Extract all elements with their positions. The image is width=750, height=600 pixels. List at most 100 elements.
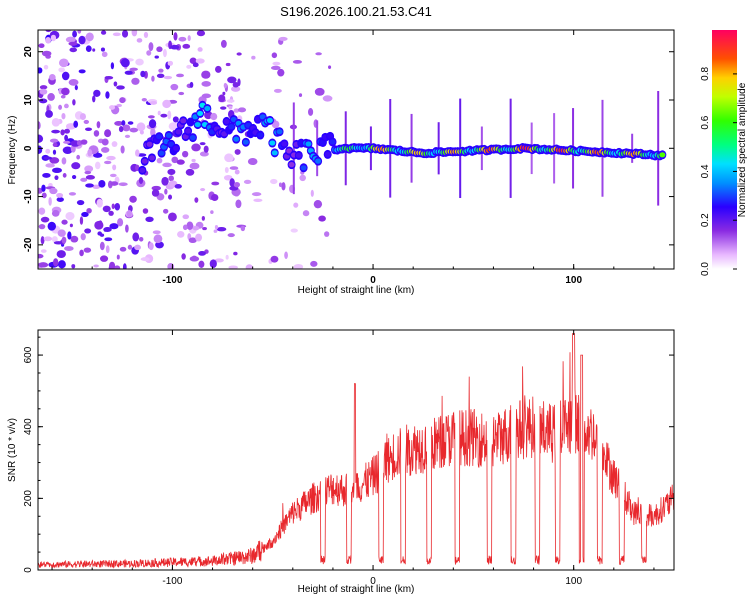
heat-blob <box>127 121 134 125</box>
ridge-core <box>189 135 196 141</box>
heat-blob <box>111 203 115 210</box>
heat-blob <box>139 130 144 135</box>
heat-blob <box>76 199 85 206</box>
heat-blob <box>101 138 109 146</box>
heat-blob <box>191 158 196 163</box>
ridge-core <box>139 167 146 173</box>
heat-blob <box>157 110 161 116</box>
heat-blob <box>72 30 77 38</box>
snr-xtick-label: -100 <box>162 576 182 587</box>
heat-blob <box>64 128 70 134</box>
heat-blob <box>270 255 279 263</box>
heat-blob <box>136 122 146 132</box>
heat-blob <box>236 52 242 56</box>
heat-blob <box>292 59 302 64</box>
heat-blob <box>126 209 132 218</box>
heat-blob <box>108 210 114 216</box>
heat-blob <box>185 168 195 176</box>
heat-blob <box>224 167 229 173</box>
heat-blob <box>132 30 138 37</box>
heat-blob <box>48 74 56 81</box>
heat-blob <box>136 38 143 43</box>
heat-blob <box>148 119 157 129</box>
heat-blob <box>235 199 242 209</box>
heat-blob <box>229 178 235 187</box>
heat-blob <box>65 123 76 130</box>
heat-blob <box>99 255 109 262</box>
heat-blob <box>51 209 60 217</box>
heat-blob <box>284 251 288 259</box>
heat-blob <box>92 95 96 103</box>
heat-blob <box>223 174 233 181</box>
heatmap-ytick-label: 0 <box>23 145 34 151</box>
heat-blob <box>182 214 190 220</box>
heat-blob <box>198 260 205 268</box>
heat-blob <box>200 188 206 192</box>
heat-blob <box>43 156 53 160</box>
heat-blob <box>112 164 117 171</box>
heat-blob <box>41 50 52 57</box>
heat-blob <box>61 219 68 225</box>
heat-blob <box>143 31 149 39</box>
heat-blob <box>225 62 231 67</box>
heat-blob <box>96 198 103 208</box>
ridge-core <box>185 128 192 134</box>
heat-blob <box>83 119 90 125</box>
heat-blob <box>40 216 50 223</box>
heat-blob <box>271 52 278 59</box>
colorbar-tick-label: 0.8 <box>700 67 711 81</box>
heat-blob <box>182 43 191 49</box>
heat-blob <box>233 251 238 256</box>
heat-blob <box>39 85 48 90</box>
heat-blob <box>270 178 278 185</box>
heat-blob <box>38 253 44 259</box>
heat-blob <box>50 34 57 42</box>
heat-blob <box>109 173 117 178</box>
heat-blob <box>209 259 217 269</box>
heat-blob <box>152 230 161 235</box>
heat-blob <box>92 184 101 190</box>
heat-blob <box>45 37 52 44</box>
heat-blob <box>293 263 304 269</box>
heatmap-ytick-label: -20 <box>23 237 34 252</box>
heat-blob <box>116 254 120 260</box>
heat-blob <box>61 157 67 165</box>
heat-blob <box>129 67 138 71</box>
heat-blob <box>234 169 240 175</box>
heat-blob <box>228 265 238 269</box>
heat-blob <box>145 216 154 222</box>
heat-blob <box>324 231 330 237</box>
heat-blob <box>48 183 53 188</box>
heat-blob <box>177 231 185 238</box>
heatmap-xlabel: Height of straight line (km) <box>298 285 415 296</box>
snr-ylabel: SNR (10 * v/v) <box>7 418 18 482</box>
heat-blob <box>121 120 126 126</box>
heat-blob <box>105 91 110 99</box>
heat-blob <box>151 75 155 82</box>
heat-blob <box>140 257 150 262</box>
heat-blob <box>196 30 206 37</box>
heat-blob <box>224 153 234 163</box>
heat-blob <box>64 246 74 252</box>
heat-blob <box>302 210 310 217</box>
heat-blob <box>138 176 144 185</box>
ridge-core <box>194 121 201 128</box>
ridge-core <box>259 114 266 120</box>
heat-blob <box>298 93 303 97</box>
heat-blob <box>73 120 79 128</box>
heat-blob <box>299 174 306 182</box>
heat-blob <box>86 207 92 214</box>
heat-blob <box>194 197 199 203</box>
heat-blob <box>93 264 99 268</box>
heatmap-xtick-label: 100 <box>565 275 582 286</box>
heat-blob <box>49 138 59 143</box>
heat-blob <box>93 89 101 97</box>
heat-blob <box>39 98 48 104</box>
heat-blob <box>313 199 323 209</box>
heat-blob <box>234 149 241 155</box>
heat-blob <box>156 73 165 78</box>
heat-blob <box>233 181 241 188</box>
heat-blob <box>47 93 55 101</box>
